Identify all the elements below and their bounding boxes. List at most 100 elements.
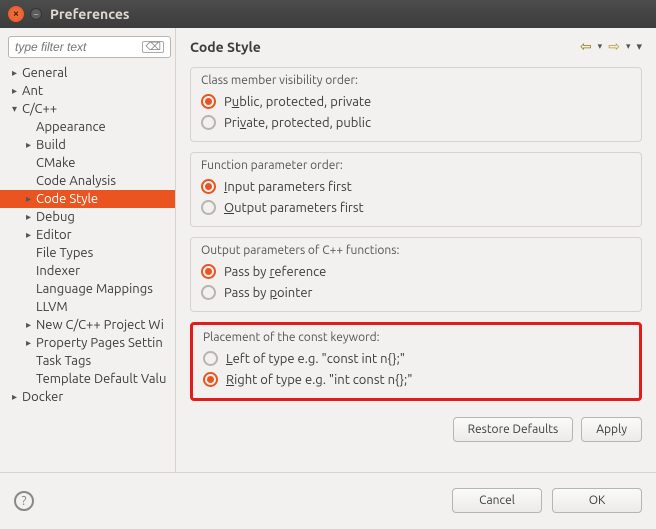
restore-defaults-button[interactable]: Restore Defaults xyxy=(453,417,574,442)
radio-icon[interactable] xyxy=(201,200,216,215)
page-title: Code Style xyxy=(190,39,580,55)
tree-item-label: Language Mappings xyxy=(36,282,153,296)
radio-option[interactable]: Pass by reference xyxy=(201,261,631,282)
option-group: Placement of the const keyword: Left of t… xyxy=(190,322,642,401)
radio-option[interactable]: Left of type e.g. "const int n{};" xyxy=(203,348,629,369)
radio-label: Left of type e.g. "const int n{};" xyxy=(226,352,405,366)
tree-item-label: Indexer xyxy=(36,264,80,278)
tree-item-label: Code Analysis xyxy=(36,174,116,188)
apply-button[interactable]: Apply xyxy=(581,417,642,442)
group-label: Output parameters of C++ functions: xyxy=(201,244,631,257)
radio-option[interactable]: Pass by pointer xyxy=(201,282,631,303)
filter-input[interactable] xyxy=(15,40,142,54)
option-group: Function parameter order: Input parameter… xyxy=(190,152,642,227)
footer: ? Cancel OK xyxy=(0,472,656,528)
radio-icon[interactable] xyxy=(201,115,216,130)
radio-icon[interactable] xyxy=(201,94,216,109)
tree-item-label: CMake xyxy=(36,156,75,170)
radio-option[interactable]: Input parameters first xyxy=(201,176,631,197)
tree-item-label: Editor xyxy=(36,228,72,242)
tree-item[interactable]: Language Mappings xyxy=(8,280,171,298)
nav-menu-icon[interactable]: ▾ xyxy=(636,40,642,53)
radio-icon[interactable] xyxy=(201,264,216,279)
radio-label: Pass by reference xyxy=(224,265,326,279)
tree-item[interactable]: ▸Code Style xyxy=(0,190,175,208)
radio-option[interactable]: Output parameters first xyxy=(201,197,631,218)
tree-item-label: LLVM xyxy=(36,300,68,314)
radio-label: Private, protected, public xyxy=(224,116,371,130)
tree-item-label: Code Style xyxy=(36,192,98,206)
tree-item-label: General xyxy=(22,66,67,80)
radio-label: Pass by pointer xyxy=(224,286,312,300)
radio-option[interactable]: Private, protected, public xyxy=(201,112,631,133)
radio-icon[interactable] xyxy=(203,372,218,387)
tree-arrow-icon[interactable]: ▸ xyxy=(12,85,22,97)
radio-label: Right of type e.g. "int const n{};" xyxy=(226,373,412,387)
help-icon[interactable]: ? xyxy=(14,491,34,511)
tree-item[interactable]: Template Default Valu xyxy=(8,370,171,388)
tree-item[interactable]: ▸Property Pages Settin xyxy=(8,334,171,352)
tree-item[interactable]: ▾C/C++ xyxy=(8,100,171,118)
nav-forward-menu-icon[interactable]: ▾ xyxy=(626,41,631,52)
content-pane: Code Style ⇦ ▾ ⇨ ▾ ▾ Class member visibi… xyxy=(176,28,656,472)
tree-item[interactable]: ▸Ant xyxy=(8,82,171,100)
tree-arrow-icon[interactable]: ▸ xyxy=(26,319,36,331)
tree-item[interactable]: Task Tags xyxy=(8,352,171,370)
tree-item[interactable]: ▸Editor xyxy=(8,226,171,244)
tree-item[interactable]: ▸General xyxy=(8,64,171,82)
tree-item[interactable]: ▸Docker xyxy=(8,388,171,406)
preferences-tree: ▸General▸Ant▾C/C++Appearance▸BuildCMakeC… xyxy=(8,64,171,406)
option-group: Class member visibility order: Public, pr… xyxy=(190,67,642,142)
close-icon[interactable]: × xyxy=(8,6,24,22)
tree-arrow-icon[interactable]: ▾ xyxy=(12,103,22,115)
option-group: Output parameters of C++ functions: Pass … xyxy=(190,237,642,312)
radio-icon[interactable] xyxy=(201,179,216,194)
radio-label: Output parameters first xyxy=(224,201,364,215)
tree-item-label: Property Pages Settin xyxy=(36,336,163,350)
tree-item[interactable]: Code Analysis xyxy=(8,172,171,190)
tree-arrow-icon[interactable]: ▸ xyxy=(26,337,36,349)
nav-forward-icon[interactable]: ⇨ xyxy=(608,38,620,55)
nav-back-icon[interactable]: ⇦ xyxy=(580,38,592,55)
tree-arrow-icon[interactable]: ▸ xyxy=(26,229,36,241)
tree-item-label: Debug xyxy=(36,210,75,224)
radio-icon[interactable] xyxy=(203,351,218,366)
group-label: Class member visibility order: xyxy=(201,74,631,87)
tree-arrow-icon[interactable]: ▸ xyxy=(26,193,36,205)
tree-item[interactable]: Appearance xyxy=(8,118,171,136)
radio-icon[interactable] xyxy=(201,285,216,300)
ok-button[interactable]: OK xyxy=(552,488,642,513)
radio-option[interactable]: Public, protected, private xyxy=(201,91,631,112)
cancel-button[interactable]: Cancel xyxy=(452,488,542,513)
tree-item[interactable]: CMake xyxy=(8,154,171,172)
tree-item-label: Task Tags xyxy=(36,354,91,368)
tree-item[interactable]: ▸New C/C++ Project Wi xyxy=(8,316,171,334)
tree-item[interactable]: ▸Build xyxy=(8,136,171,154)
group-label: Function parameter order: xyxy=(201,159,631,172)
tree-item-label: C/C++ xyxy=(22,102,57,116)
tree-item-label: Docker xyxy=(22,390,63,404)
tree-arrow-icon[interactable]: ▸ xyxy=(12,391,22,403)
tree-item-label: Appearance xyxy=(36,120,106,134)
titlebar: × – Preferences xyxy=(0,0,656,28)
tree-arrow-icon[interactable]: ▸ xyxy=(26,211,36,223)
window-title: Preferences xyxy=(50,6,130,22)
radio-label: Public, protected, private xyxy=(224,95,371,109)
tree-item[interactable]: ▸Debug xyxy=(8,208,171,226)
tree-item-label: Ant xyxy=(22,84,43,98)
tree-arrow-icon[interactable]: ▸ xyxy=(26,139,36,151)
radio-option[interactable]: Right of type e.g. "int const n{};" xyxy=(203,369,629,390)
tree-item[interactable]: LLVM xyxy=(8,298,171,316)
minimize-icon[interactable]: – xyxy=(30,8,42,20)
nav-back-menu-icon[interactable]: ▾ xyxy=(598,41,603,52)
page-nav: ⇦ ▾ ⇨ ▾ ▾ xyxy=(580,38,642,55)
filter-box[interactable]: ⌫ xyxy=(8,36,171,58)
sidebar: ⌫ ▸General▸Ant▾C/C++Appearance▸BuildCMak… xyxy=(0,28,176,472)
radio-label: Input parameters first xyxy=(224,180,352,194)
tree-item[interactable]: File Types xyxy=(8,244,171,262)
tree-item-label: Build xyxy=(36,138,66,152)
clear-filter-icon[interactable]: ⌫ xyxy=(142,41,164,53)
group-label: Placement of the const keyword: xyxy=(203,331,629,344)
tree-arrow-icon[interactable]: ▸ xyxy=(12,67,22,79)
tree-item[interactable]: Indexer xyxy=(8,262,171,280)
